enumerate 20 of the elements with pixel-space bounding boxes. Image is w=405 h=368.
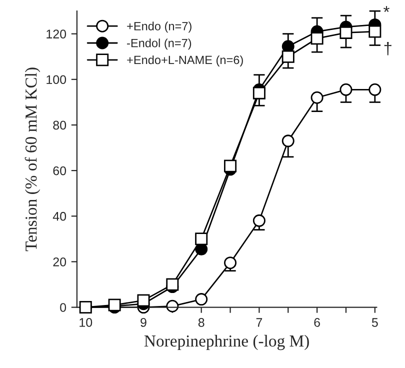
legend-label: +Endo+L-NAME (n=6) xyxy=(127,55,243,66)
y-tick-label: 100 xyxy=(46,75,66,84)
x-axis-title: Norepinephrine (-log M) xyxy=(144,334,309,350)
annotation: * xyxy=(384,6,390,12)
x-tick-label: 8 xyxy=(198,318,204,327)
y-axis-title: Tension (% of 60 mM KCl) xyxy=(24,68,40,252)
annotation: † xyxy=(384,42,392,56)
y-tick-label: 20 xyxy=(53,258,66,266)
x-tick-label: 7 xyxy=(256,318,262,327)
y-tick-label: 0 xyxy=(60,303,66,312)
x-tick-label: 5 xyxy=(372,318,378,327)
y-tick-label: 80 xyxy=(53,120,66,130)
y-tick-label: 60 xyxy=(53,166,66,176)
x-tick-label: 9 xyxy=(140,318,146,327)
y-tick-label: 120 xyxy=(46,30,66,38)
x-tick-label: 6 xyxy=(314,318,320,327)
legend-label: +Endo (n=7) xyxy=(127,22,192,33)
x-tick-label: 10 xyxy=(80,318,92,327)
legend-label: -Endol (n=7) xyxy=(127,38,192,50)
y-tick-label: 40 xyxy=(52,212,66,221)
